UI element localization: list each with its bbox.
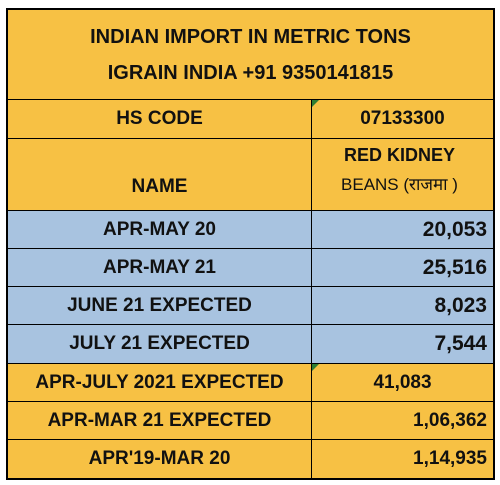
title-block: INDIAN IMPORT IN METRIC TONS IGRAIN INDI…	[8, 10, 493, 100]
row-value: 7,544	[434, 332, 487, 355]
table-row: APR'19-MAR 20 1,14,935	[8, 440, 493, 478]
row-label: APR-MAY 21	[8, 249, 312, 286]
row-value: 41,083	[373, 371, 432, 393]
table-row: APR-MAY 21 25,516	[8, 249, 493, 287]
table-row: APR-MAY 20 20,053	[8, 211, 493, 249]
row-label: APR'19-MAR 20	[8, 440, 312, 478]
row-value: 1,06,362	[413, 409, 487, 431]
hs-code-value: 07133300	[360, 108, 445, 129]
name-value-line-2: BEANS (राजमा )	[341, 175, 458, 194]
row-value: 20,053	[422, 217, 487, 241]
name-row: NAME RED KIDNEY BEANS (राजमा )	[8, 139, 493, 211]
name-value: RED KIDNEY BEANS (राजमा )	[312, 139, 493, 210]
table-row: JULY 21 EXPECTED 7,544	[8, 325, 493, 364]
name-value-line-1: RED KIDNEY	[343, 145, 455, 165]
row-label: JUNE 21 EXPECTED	[8, 287, 312, 324]
row-label: APR-MAY 20	[8, 211, 312, 248]
import-table: INDIAN IMPORT IN METRIC TONS IGRAIN INDI…	[6, 8, 495, 480]
row-label: APR-MAR 21 EXPECTED	[8, 402, 312, 439]
row-label: JULY 21 EXPECTED	[8, 325, 312, 363]
title-line-1: INDIAN IMPORT IN METRIC TONS	[90, 26, 411, 48]
comment-indicator-icon	[312, 100, 319, 107]
title-line-2: IGRAIN INDIA +91 9350141815	[107, 62, 394, 84]
comment-indicator-icon	[312, 364, 319, 371]
name-label: NAME	[8, 139, 312, 210]
row-value: 1,14,935	[413, 448, 487, 469]
table-row: APR-MAR 21 EXPECTED 1,06,362	[8, 402, 493, 440]
row-label: APR-JULY 2021 EXPECTED	[8, 364, 312, 401]
table-row: APR-JULY 2021 EXPECTED 41,083	[8, 364, 493, 402]
table-row: JUNE 21 EXPECTED 8,023	[8, 287, 493, 325]
row-value: 25,516	[422, 255, 487, 279]
row-value: 8,023	[434, 293, 487, 317]
hs-code-row: HS CODE 07133300	[8, 100, 493, 139]
hs-code-label: HS CODE	[8, 100, 312, 138]
